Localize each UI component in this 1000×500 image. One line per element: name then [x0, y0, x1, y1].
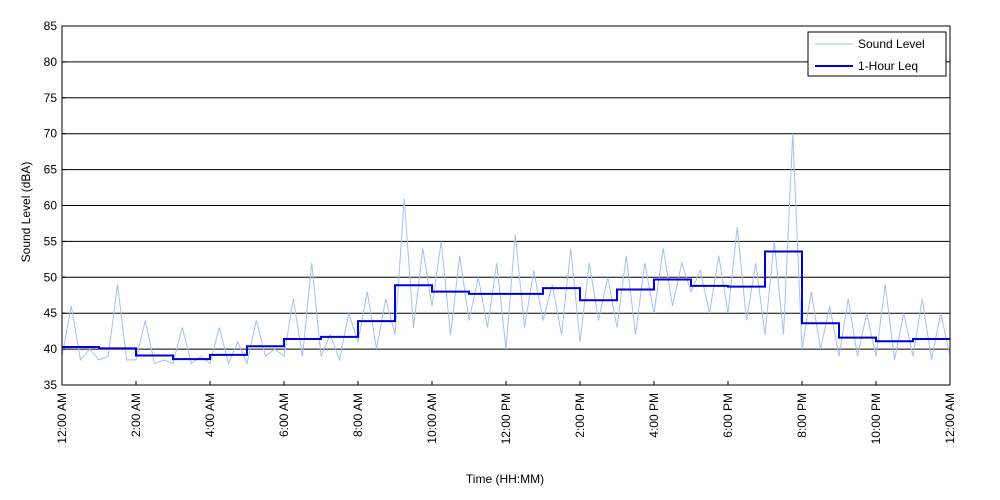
y-tick-label-50: 50 — [44, 270, 58, 284]
x-tick-label-10: 8:00 PM — [795, 393, 809, 438]
x-tick-label-5: 10:00 AM — [425, 393, 439, 444]
x-axis-ticks: 12:00 AM 2:00 AM 4:00 AM 6:00 AM 8:00 AM 10:0… — [55, 381, 957, 444]
x-tick-label-9: 6:00 PM — [721, 393, 735, 438]
x-tick-label-12: 12:00 AM — [943, 393, 957, 444]
y-tick-label-35: 35 — [44, 378, 58, 392]
legend-label-sound-level: Sound Level — [858, 37, 925, 51]
y-tick-label-80: 80 — [44, 55, 58, 69]
legend: Sound Level 1-Hour Leq — [807, 31, 947, 77]
y-tick-label-65: 65 — [44, 163, 58, 177]
x-tick-label-8: 4:00 PM — [647, 393, 661, 438]
grid-lines — [62, 61, 950, 350]
x-axis-title: Time (HH:MM) — [466, 472, 544, 486]
y-tick-label-70: 70 — [44, 127, 58, 141]
x-tick-label-4: 8:00 AM — [351, 393, 365, 437]
sound-level-line — [61, 133, 951, 366]
x-tick-label-3: 6:00 AM — [277, 393, 291, 437]
legend-box — [807, 31, 947, 77]
y-tick-label-60: 60 — [44, 199, 58, 213]
x-tick-label-1: 2:00 AM — [129, 393, 143, 437]
series-sound-level — [61, 133, 951, 366]
legend-label-1-hour-leq: 1-Hour Leq — [858, 59, 918, 73]
y-tick-label-40: 40 — [44, 342, 58, 356]
y-tick-label-85: 85 — [44, 19, 58, 33]
x-tick-label-7: 2:00 PM — [573, 393, 587, 438]
y-tick-label-75: 75 — [44, 91, 58, 105]
y-tick-label-55: 55 — [44, 234, 58, 248]
x-tick-label-6: 12:00 PM — [499, 393, 513, 444]
y-axis-title: Sound Level (dBA) — [19, 162, 33, 263]
leq-step-line — [62, 250, 950, 361]
y-tick-label-45: 45 — [44, 306, 58, 320]
series-1-hour-leq — [62, 250, 950, 361]
x-tick-label-0: 12:00 AM — [55, 393, 69, 444]
x-tick-label-2: 4:00 AM — [203, 393, 217, 437]
x-tick-label-11: 10:00 PM — [869, 393, 883, 444]
y-axis-ticks: 35 40 45 50 55 60 65 70 75 80 85 — [44, 19, 66, 392]
